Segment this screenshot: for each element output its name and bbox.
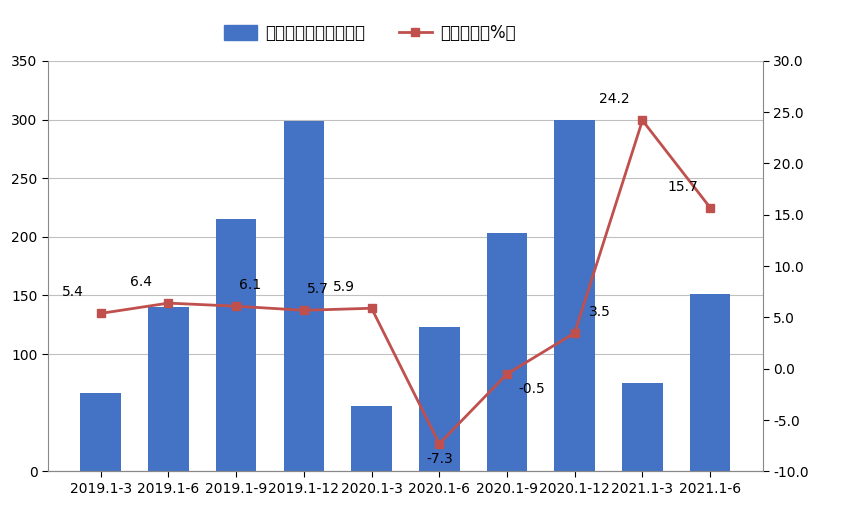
可比增长（%） (163, 300, 173, 306)
Text: 6.1: 6.1 (239, 278, 261, 293)
Text: 3.5: 3.5 (589, 305, 610, 319)
可比增长（%） (367, 305, 377, 311)
Line: 可比增长（%）: 可比增长（%） (96, 116, 714, 448)
可比增长（%） (502, 371, 512, 377)
可比增长（%） (570, 330, 580, 336)
Legend: 社会物流总额（万亿）, 可比增长（%）: 社会物流总额（万亿）, 可比增长（%） (215, 16, 525, 51)
Bar (351, 406, 392, 472)
Bar (216, 219, 257, 472)
Bar (419, 327, 460, 472)
Bar (284, 121, 324, 472)
Bar (690, 295, 731, 472)
可比增长（%） (637, 117, 648, 123)
Text: 5.7: 5.7 (307, 282, 329, 297)
可比增长（%） (95, 310, 106, 316)
Bar (486, 233, 527, 472)
Text: 24.2: 24.2 (599, 92, 630, 106)
Text: 6.4: 6.4 (130, 275, 152, 289)
Text: -0.5: -0.5 (518, 382, 545, 396)
可比增长（%） (231, 303, 241, 309)
Text: 5.9: 5.9 (333, 280, 355, 295)
可比增长（%） (434, 441, 445, 447)
可比增长（%） (705, 205, 715, 211)
Bar (81, 393, 121, 472)
Text: -7.3: -7.3 (426, 452, 453, 466)
Bar (148, 307, 189, 472)
Bar (623, 383, 662, 472)
Text: 15.7: 15.7 (667, 180, 698, 194)
可比增长（%） (298, 307, 309, 313)
Text: 5.4: 5.4 (62, 285, 84, 300)
Bar (554, 120, 595, 472)
